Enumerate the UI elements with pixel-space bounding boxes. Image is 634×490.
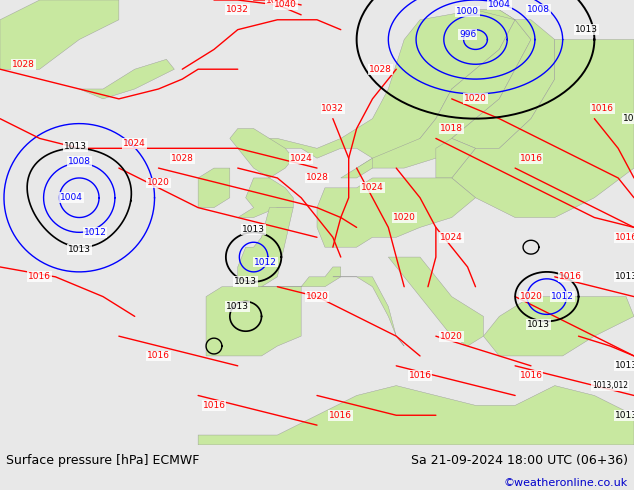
Text: 1020: 1020 [464,95,487,103]
Polygon shape [238,208,293,287]
Text: 1040: 1040 [274,0,297,9]
Polygon shape [333,277,404,346]
Text: 1020: 1020 [147,178,170,187]
Polygon shape [483,296,634,356]
Text: 1016: 1016 [28,272,51,281]
Text: 1020: 1020 [519,292,543,301]
Text: 1016: 1016 [559,272,582,281]
Polygon shape [206,287,301,356]
Text: 1020: 1020 [306,292,328,301]
Text: 1012: 1012 [84,228,107,237]
Text: 1024: 1024 [290,154,313,163]
Polygon shape [436,138,476,178]
Polygon shape [388,257,483,346]
Text: 1018: 1018 [440,124,463,133]
Text: 1008: 1008 [527,5,550,14]
Text: 1016: 1016 [614,233,634,242]
Polygon shape [238,10,515,158]
Polygon shape [317,178,476,247]
Text: 1013: 1013 [226,302,249,311]
Text: 1013: 1013 [623,114,634,123]
Text: 1024: 1024 [361,183,384,193]
Text: 1016: 1016 [202,401,226,410]
Polygon shape [341,158,373,178]
Text: 1004: 1004 [488,0,511,9]
Text: 1028: 1028 [12,60,36,69]
Polygon shape [356,10,531,168]
Text: 1032: 1032 [321,104,344,113]
Text: 1016: 1016 [519,154,543,163]
Polygon shape [451,40,634,218]
Text: 1013: 1013 [68,245,91,254]
Text: 1016: 1016 [591,104,614,113]
Text: 1013,012: 1013,012 [592,381,628,390]
Text: 1028: 1028 [369,65,392,74]
Text: ©weatheronline.co.uk: ©weatheronline.co.uk [503,478,628,488]
Text: Surface pressure [hPa] ECMWF: Surface pressure [hPa] ECMWF [6,454,200,467]
Polygon shape [451,20,555,148]
Polygon shape [230,128,293,218]
Text: 1013: 1013 [242,225,265,234]
Text: 1008: 1008 [68,157,91,166]
Polygon shape [0,0,119,69]
Polygon shape [198,386,634,445]
Text: 1012: 1012 [551,292,574,301]
Text: 1013: 1013 [614,272,634,281]
Text: 1013: 1013 [64,142,87,151]
Text: 1024: 1024 [441,233,463,242]
Text: 1028: 1028 [306,173,328,182]
Text: 1013: 1013 [614,411,634,420]
Polygon shape [198,168,230,208]
Text: 1013: 1013 [527,320,550,329]
Text: 1020: 1020 [440,332,463,341]
Text: 1028: 1028 [171,154,194,163]
Text: Sa 21-09-2024 18:00 UTC (06+36): Sa 21-09-2024 18:00 UTC (06+36) [411,454,628,467]
Text: 1020: 1020 [392,213,416,222]
Text: 1012: 1012 [254,258,277,267]
Text: 1004: 1004 [60,193,83,202]
Polygon shape [261,267,341,287]
Text: 1013: 1013 [234,277,257,286]
Text: 1016: 1016 [519,371,543,380]
Text: 1032: 1032 [226,5,249,14]
Text: 1024: 1024 [124,139,146,148]
Text: 1016: 1016 [408,371,432,380]
Text: 1013: 1013 [614,361,634,370]
Text: 1036: 1036 [266,0,289,4]
Text: 996: 996 [459,30,476,39]
Text: 1016: 1016 [329,411,353,420]
Text: 1013: 1013 [575,25,598,34]
Text: 1016: 1016 [147,351,170,361]
Polygon shape [79,59,174,99]
Text: 1000: 1000 [456,7,479,16]
